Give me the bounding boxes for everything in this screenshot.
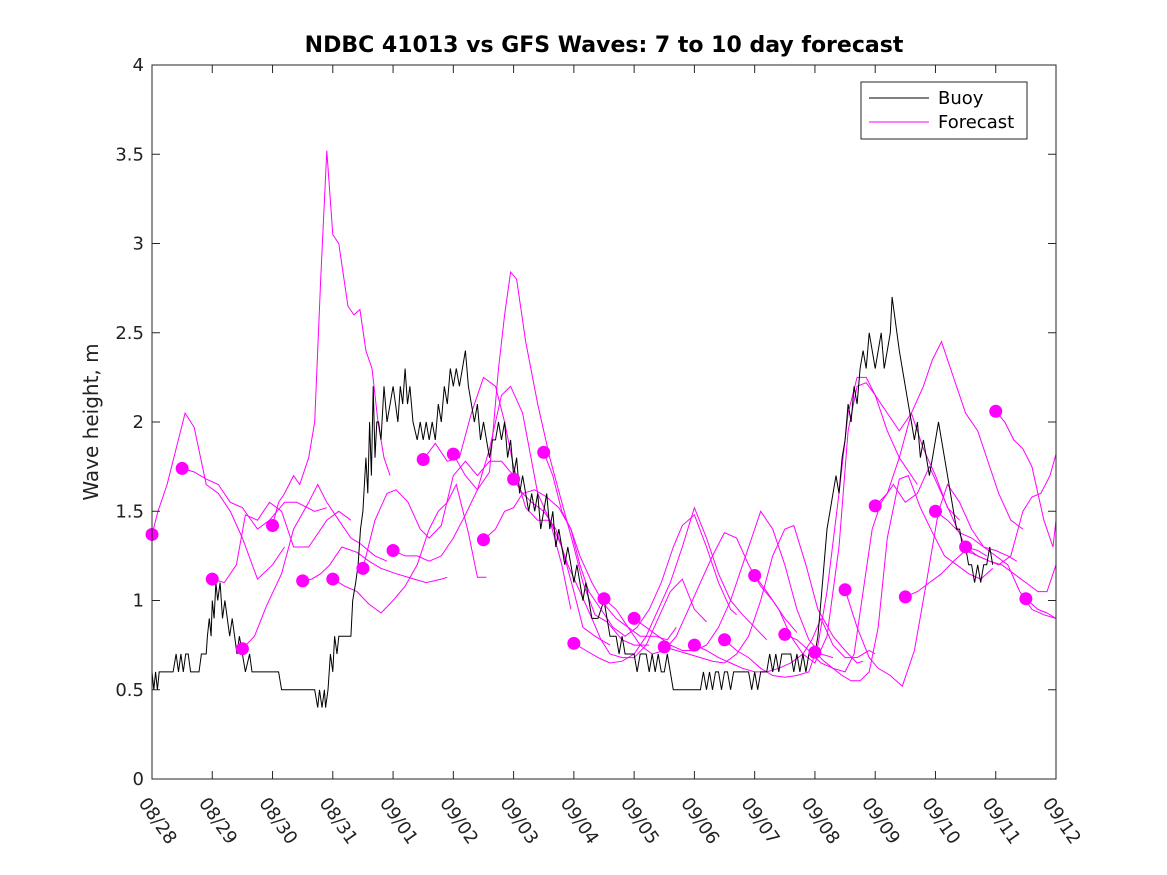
forecast-start-marker [989, 404, 1003, 418]
forecast-line [784, 465, 987, 673]
y-axis-label: Wave height, m [79, 343, 103, 500]
legend-box [860, 81, 1028, 140]
forecast-start-marker [356, 561, 370, 575]
forecast-start-marker [808, 645, 822, 659]
forecast-line [664, 524, 864, 664]
y-tick-label: 0 [133, 769, 144, 790]
forecast-start-marker [386, 544, 400, 558]
forecast-start-marker [476, 533, 490, 547]
forecast-start-marker [898, 590, 912, 604]
forecast-start-marker [235, 642, 249, 656]
forecast-start-marker [718, 633, 732, 647]
forecast-line [452, 270, 650, 646]
y-tick-label: 2 [133, 412, 144, 433]
forecast-line [573, 506, 768, 664]
legend: Buoy Forecast [860, 81, 1028, 140]
forecast-start-marker [507, 472, 521, 486]
y-tick-label: 3 [133, 234, 144, 255]
forecast-line [181, 467, 327, 530]
forecast-line [362, 460, 514, 569]
forecast-line [392, 385, 572, 610]
forecast-start-marker [1019, 592, 1033, 606]
legend-buoy-label: Buoy [938, 88, 984, 109]
forecast-line [151, 411, 286, 580]
y-tick-label: 3.5 [115, 144, 144, 165]
forecast-line [694, 617, 876, 673]
forecast-start-marker [296, 574, 310, 588]
forecast-line [272, 150, 391, 526]
forecast-start-marker [416, 452, 430, 466]
forecast-start-marker [627, 611, 641, 625]
forecast-line [212, 501, 352, 584]
y-tick-label: 4 [133, 55, 144, 76]
forecast-start-marker [748, 569, 762, 583]
forecast-line [513, 478, 707, 659]
forecast-start-marker [175, 461, 189, 475]
forecast-start-marker [868, 499, 882, 513]
forecast-line [935, 510, 1057, 619]
forecast-line [874, 340, 1024, 530]
forecast-start-marker [537, 445, 551, 459]
forecast-start-marker [959, 540, 973, 554]
series-layer [151, 150, 1057, 708]
forecast-line [302, 546, 448, 584]
buoy-line [151, 296, 994, 708]
plot-area [152, 65, 1056, 779]
forecast-start-marker [928, 504, 942, 518]
marker-layer [145, 404, 1033, 659]
forecast-start-marker [687, 638, 701, 652]
y-tick-label: 1 [133, 591, 144, 612]
forecast-start-marker [266, 519, 280, 533]
forecast-line [483, 489, 677, 641]
y-tick-label: 0.5 [115, 680, 144, 701]
forecast-start-marker [326, 572, 340, 586]
forecast-start-marker [838, 583, 852, 597]
forecast-start-marker [205, 572, 219, 586]
forecast-line [724, 376, 918, 678]
chart-title: NDBC 41013 vs GFS Waves: 7 to 10 day for… [305, 33, 904, 58]
forecast-line [814, 474, 994, 682]
forecast-start-marker [446, 447, 460, 461]
legend-forecast-label: Forecast [938, 112, 1014, 133]
forecast-line [1025, 598, 1057, 619]
forecast-line [543, 452, 737, 637]
forecast-start-marker [567, 636, 581, 650]
y-tick-label: 1.5 [115, 501, 144, 522]
forecast-line [965, 453, 1057, 566]
y-tick-label: 2.5 [115, 323, 144, 344]
forecast-start-marker [597, 592, 611, 606]
forecast-line [995, 410, 1057, 548]
forecast-line [603, 532, 798, 655]
forecast-start-marker [657, 640, 671, 654]
forecast-start-marker [778, 627, 792, 641]
